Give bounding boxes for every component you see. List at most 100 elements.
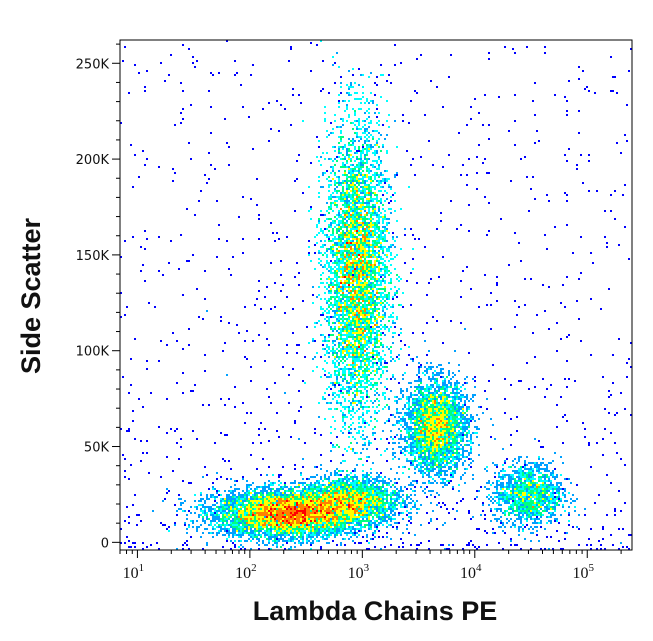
density-point — [356, 432, 358, 434]
density-point — [318, 220, 320, 222]
density-point — [374, 130, 376, 132]
density-point — [576, 168, 578, 170]
density-point — [360, 436, 362, 438]
density-point — [384, 362, 386, 364]
density-point — [390, 280, 392, 282]
density-point — [346, 320, 348, 322]
density-point — [450, 446, 452, 448]
density-point — [386, 448, 388, 450]
density-point — [374, 362, 376, 364]
density-point — [500, 218, 502, 220]
density-point — [364, 342, 366, 344]
density-point — [326, 250, 328, 252]
density-point — [382, 292, 384, 294]
density-point — [432, 446, 434, 448]
density-point — [374, 354, 376, 356]
density-point — [380, 268, 382, 270]
density-point — [428, 456, 430, 458]
density-point — [356, 410, 358, 412]
density-point — [460, 224, 462, 226]
density-point — [438, 434, 440, 436]
density-point — [470, 398, 472, 400]
density-point — [394, 322, 396, 324]
density-point — [436, 456, 438, 458]
density-point — [342, 342, 344, 344]
density-point — [356, 290, 358, 292]
density-point — [384, 218, 386, 220]
density-point — [338, 358, 340, 360]
density-point — [376, 260, 378, 262]
density-point — [330, 122, 332, 124]
density-point — [446, 462, 448, 464]
density-point — [348, 154, 350, 156]
density-point — [338, 372, 340, 374]
density-point — [346, 228, 348, 230]
density-point — [416, 442, 418, 444]
density-point — [438, 436, 440, 438]
density-point — [444, 432, 446, 434]
density-point — [322, 152, 324, 154]
density-point — [346, 314, 348, 316]
density-point — [484, 390, 486, 392]
density-point — [342, 386, 344, 388]
density-point — [414, 174, 416, 176]
density-point — [440, 448, 442, 450]
density-point — [328, 198, 330, 200]
density-point — [434, 426, 436, 428]
density-point — [430, 408, 432, 410]
density-point — [358, 206, 360, 208]
density-point — [370, 218, 372, 220]
density-point — [456, 388, 458, 390]
density-point — [358, 294, 360, 296]
density-point — [442, 404, 444, 406]
density-point — [350, 404, 352, 406]
density-point — [214, 168, 216, 170]
density-point — [382, 252, 384, 254]
density-point — [366, 162, 368, 164]
density-point — [404, 454, 406, 456]
density-point — [380, 364, 382, 366]
density-point — [346, 182, 348, 184]
density-point — [358, 208, 360, 210]
density-point — [362, 234, 364, 236]
density-point — [380, 248, 382, 250]
density-point — [356, 236, 358, 238]
density-point — [448, 406, 450, 408]
density-point — [366, 272, 368, 274]
density-point — [328, 190, 330, 192]
density-point — [462, 418, 464, 420]
density-point — [414, 458, 416, 460]
density-point — [468, 426, 470, 428]
density-point — [428, 350, 430, 352]
density-point — [258, 218, 260, 220]
density-point — [376, 220, 378, 222]
density-point — [374, 438, 376, 440]
density-point — [346, 106, 348, 108]
density-point — [366, 252, 368, 254]
density-point — [450, 200, 452, 202]
density-point — [146, 238, 148, 240]
density-point — [328, 238, 330, 240]
density-point — [356, 126, 358, 128]
density-point — [338, 190, 340, 192]
density-point — [352, 400, 354, 402]
density-point — [374, 278, 376, 280]
density-point — [318, 252, 320, 254]
density-point — [444, 394, 446, 396]
density-point — [342, 204, 344, 206]
density-point — [374, 188, 376, 190]
density-point — [370, 226, 372, 228]
density-point — [430, 412, 432, 414]
density-point — [354, 200, 356, 202]
density-point — [418, 450, 420, 452]
density-point — [364, 270, 366, 272]
density-point — [486, 172, 488, 174]
density-point — [372, 434, 374, 436]
density-point — [358, 282, 360, 284]
density-point — [280, 274, 282, 276]
density-point — [358, 278, 360, 280]
density-point — [386, 170, 388, 172]
density-point — [526, 362, 528, 364]
density-point — [344, 194, 346, 196]
density-point — [438, 440, 440, 442]
